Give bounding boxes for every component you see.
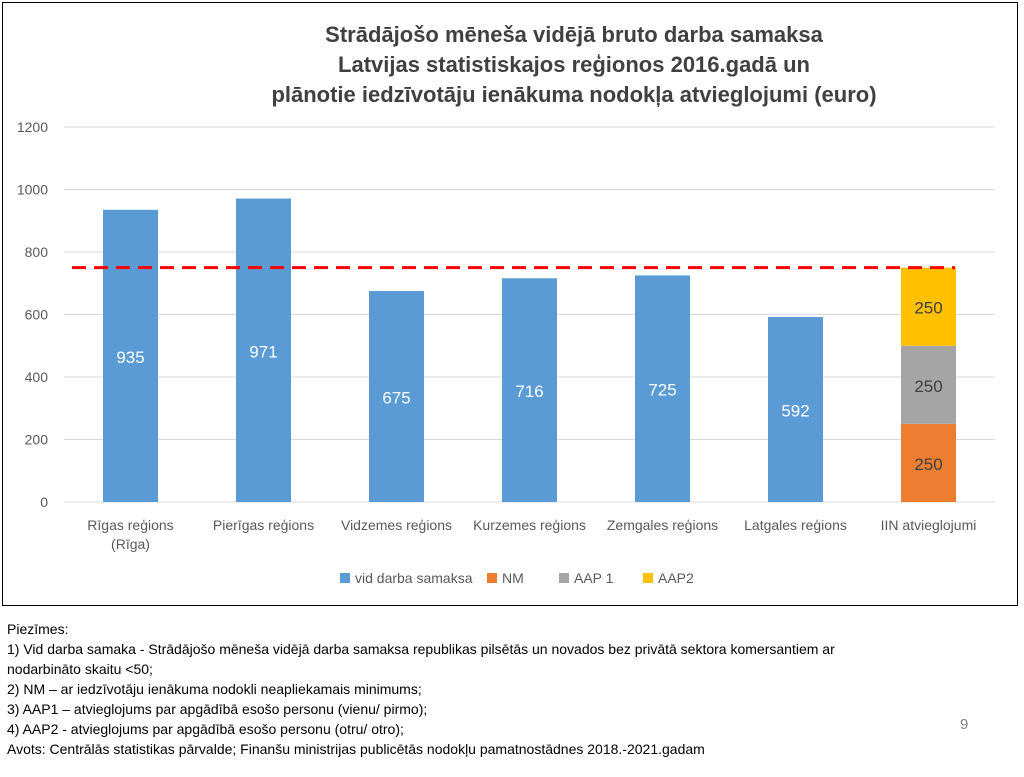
bar (502, 278, 557, 502)
x-tick-label: Kurzemes reģions (473, 517, 586, 533)
data-label: 592 (781, 402, 809, 421)
legend-label: vid darba samaksa (355, 570, 473, 586)
chart-title: Strādājošo mēneša vidējā bruto darba sam… (0, 20, 1024, 110)
notes-section: Piezīmes: 1) Vid darba samaka - Strādājo… (7, 619, 1007, 759)
data-label: 725 (648, 381, 676, 400)
page-number: 9 (960, 716, 969, 733)
note-line: 2) NM – ar iedzīvotāju ienākuma nodokli … (7, 681, 422, 697)
y-tick-label: 200 (25, 432, 49, 448)
y-tick-label: 1000 (17, 182, 48, 198)
data-label: 250 (914, 299, 942, 318)
note-line: nodarbināto skaitu <50; (7, 661, 153, 677)
bar (901, 423, 956, 502)
y-tick-label: 400 (25, 369, 49, 385)
x-tick-label: Rīgas reģions (87, 517, 173, 533)
bar (369, 291, 424, 502)
y-tick-label: 0 (40, 494, 48, 510)
bar (901, 345, 956, 424)
x-tick-label: (Rīga) (111, 536, 150, 552)
note-line: 4) AAP2 - atvieglojums par apgādībā esoš… (7, 721, 404, 737)
chart-title-line: plānotie iedzīvotāju ienākuma nodokļa at… (271, 82, 877, 107)
data-label: 250 (914, 377, 942, 396)
legend-swatch (559, 573, 569, 583)
x-tick-label: Vidzemes reģions (341, 517, 452, 533)
bar (103, 209, 158, 502)
x-tick-label: Pierīgas reģions (213, 517, 314, 533)
data-label: 675 (382, 389, 410, 408)
x-tick-label: Latgales reģions (744, 517, 847, 533)
legend-label: AAP 1 (574, 570, 614, 586)
bar (768, 317, 823, 502)
bar-chart: 0 200 400 600 800 1000 1200 935 Rīgas reģions (Rī… (17, 119, 995, 586)
data-label: 716 (515, 382, 543, 401)
chart-title-line: Strādājošo mēneša vidējā bruto darba sam… (325, 22, 823, 47)
x-tick-label: Zemgales reģions (607, 517, 718, 533)
legend-swatch (643, 573, 653, 583)
data-label: 971 (249, 342, 277, 361)
notes-heading: Piezīmes: (7, 621, 69, 637)
y-tick-label: 600 (25, 307, 49, 323)
data-label: 250 (914, 455, 942, 474)
chart-frame (2, 2, 1018, 606)
data-label: 935 (116, 348, 144, 367)
legend-swatch (487, 573, 497, 583)
legend-label: NM (502, 570, 524, 586)
legend-label: AAP2 (658, 570, 694, 586)
note-line: 3) AAP1 – atvieglojums par apgādībā esoš… (7, 701, 428, 717)
y-tick-label: 1200 (17, 119, 48, 135)
chart-title-line: Latvijas statistiskajos reģionos 2016.ga… (338, 52, 810, 77)
legend-swatch (340, 573, 350, 583)
bar (901, 267, 956, 346)
y-tick-label: 800 (25, 244, 49, 260)
note-line: 1) Vid darba samaka - Strādājošo mēneša … (7, 641, 835, 657)
x-tick-label: IIN atvieglojumi (881, 517, 977, 533)
bar (236, 198, 291, 502)
bar (635, 275, 690, 502)
source-line: Avots: Centrālās statistikas pārvalde; F… (7, 741, 705, 757)
